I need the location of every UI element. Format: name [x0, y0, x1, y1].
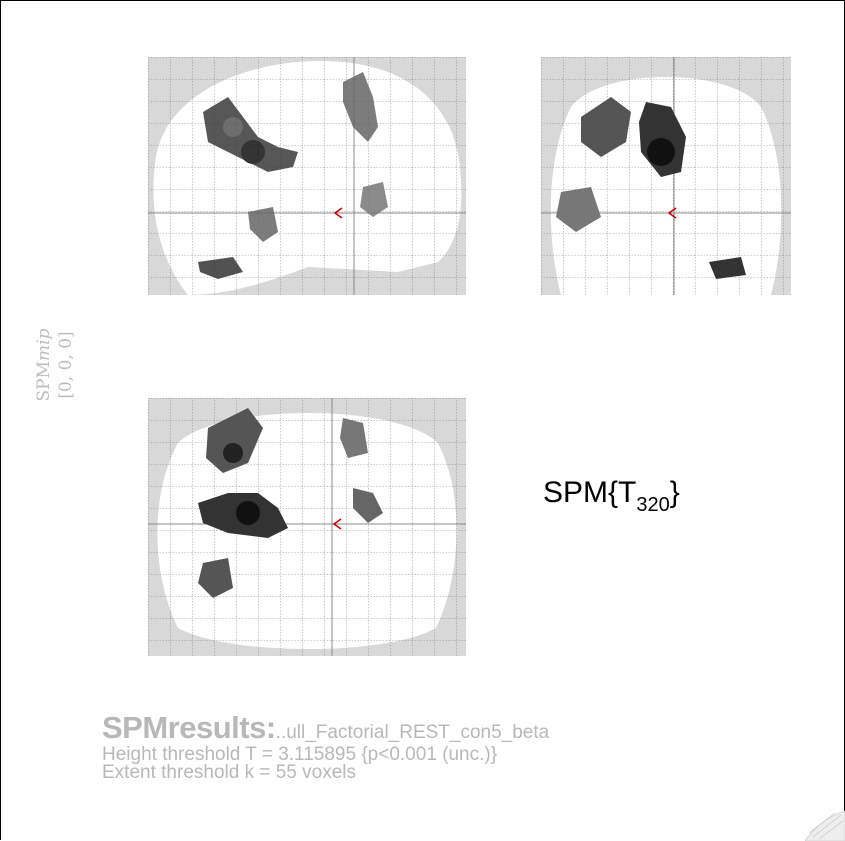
extent-threshold: Extent threshold k = 55 voxels [102, 762, 357, 783]
spm-prefix: SPM [34, 360, 54, 402]
glass-brain-axial[interactable] [148, 398, 466, 656]
results-name: ..ull_Factorial_REST_con5_beta [275, 722, 550, 743]
spm-mip-label: SPMmip [0, 0, 0] [33, 310, 113, 420]
corner-fragment-decoration [805, 810, 845, 841]
stat-base: SPM{T [543, 476, 637, 509]
results-title: SPMresults: [102, 710, 276, 745]
cursor-coordinates: [0, 0, 0] [56, 331, 76, 399]
mip-italic: mip [34, 328, 54, 361]
glass-brain-sagittal[interactable] [148, 57, 466, 295]
height-threshold: Height threshold T = 3.115895 {p<0.001 (… [102, 744, 498, 765]
stat-close: } [669, 476, 680, 509]
statistic-title: SPM{T320} [543, 476, 680, 517]
stat-dof: 320 [636, 494, 670, 516]
results-summary: SPMresults:..ull_Factorial_REST_con5_bet… [102, 710, 549, 782]
glass-brain-coronal[interactable] [541, 57, 791, 295]
